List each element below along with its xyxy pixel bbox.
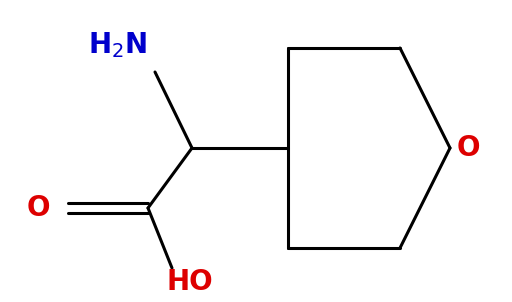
Text: H$_2$N: H$_2$N (89, 30, 147, 60)
Text: HO: HO (167, 268, 214, 296)
Text: O: O (456, 134, 480, 162)
Text: O: O (26, 194, 50, 222)
